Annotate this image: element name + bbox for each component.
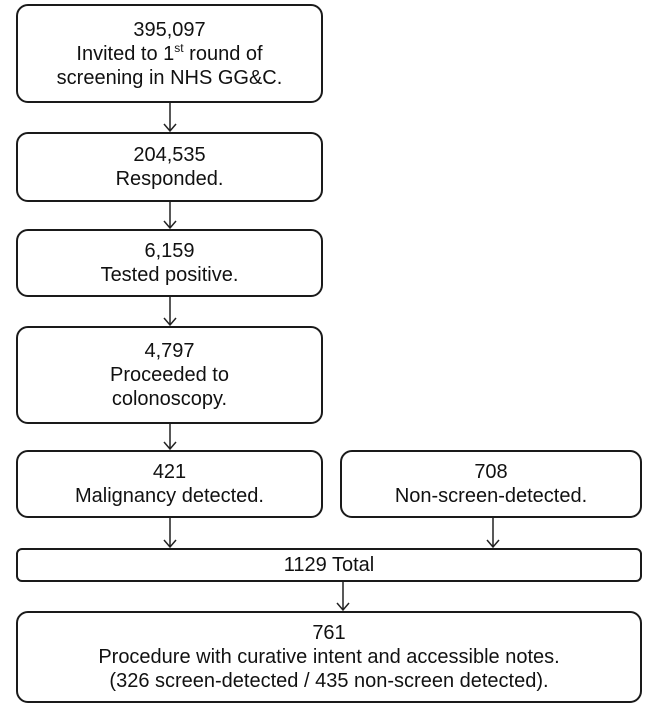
arrow	[163, 202, 177, 230]
node-text: 421	[152, 461, 187, 483]
node-text: screening in NHS GG&C.	[56, 66, 283, 89]
arrow	[163, 424, 177, 451]
node-text: Procedure with curative intent and acces…	[98, 646, 560, 668]
arrow	[163, 103, 177, 133]
node: 421 Malignancy detected.	[16, 450, 323, 518]
arrow	[163, 297, 177, 327]
node-text: 6,159	[144, 240, 195, 262]
node-text: 708	[474, 461, 508, 483]
node: 761 Procedure with curative intent and a…	[16, 611, 642, 703]
node-text: round of	[183, 42, 263, 65]
arrow	[486, 518, 500, 549]
arrow	[163, 518, 177, 549]
node-text: 204,535	[133, 144, 206, 166]
node: 6,159 Tested positive.	[16, 229, 323, 297]
node-text: 395,097	[133, 18, 206, 41]
node: 204,535 Responded.	[16, 132, 323, 202]
superscript: st	[174, 40, 184, 55]
node: 4,797 Proceeded to colonoscopy.	[16, 326, 323, 424]
node-text: 761	[312, 622, 346, 644]
node: 1129 Total	[16, 548, 642, 582]
node-text: Non-screen-detected.	[394, 485, 588, 507]
node-text: Malignancy detected.	[74, 485, 264, 507]
node-text: 4,797	[144, 340, 195, 362]
node-text: Invited to 1st round of	[76, 42, 262, 66]
node-text: Invited to 1	[76, 42, 175, 65]
node-text: colonoscopy.	[111, 388, 228, 410]
node: 708 Non-screen-detected.	[340, 450, 642, 518]
node-text: Responded.	[115, 168, 224, 190]
node-text: Proceeded to	[110, 364, 229, 386]
node: 395,097 Invited to 1st round of screenin…	[16, 4, 323, 103]
node-text: 1129 Total	[283, 554, 375, 576]
node-text: (326 screen-detected / 435 non-screen de…	[109, 670, 549, 692]
node-text: Tested positive.	[100, 264, 239, 286]
arrow	[336, 582, 350, 612]
